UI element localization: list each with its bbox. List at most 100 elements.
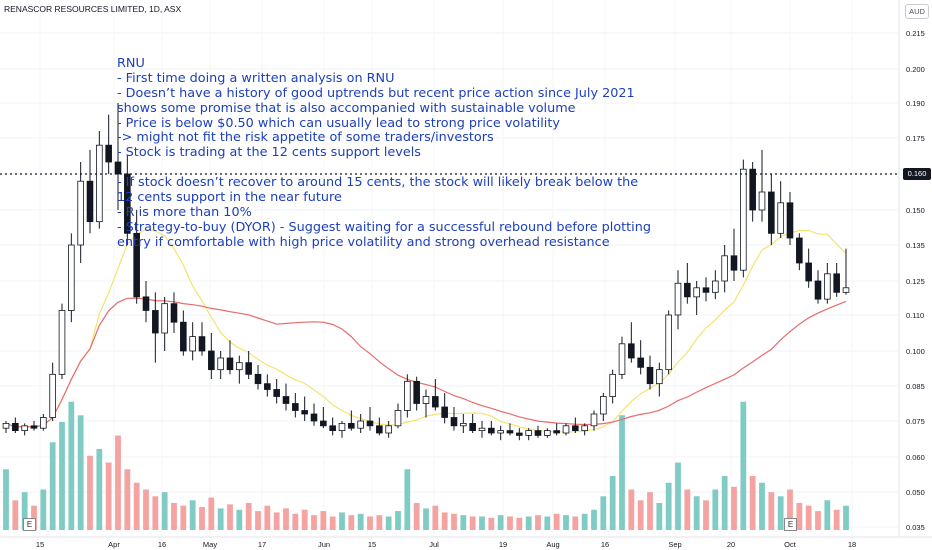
candle bbox=[646, 355, 654, 390]
candle bbox=[544, 428, 551, 438]
candle-body bbox=[646, 366, 654, 385]
candle bbox=[656, 362, 663, 397]
y-tick-label: 0.135 bbox=[906, 241, 925, 250]
candle-body bbox=[245, 362, 252, 375]
y-tick-label: 0.110 bbox=[906, 311, 924, 320]
volume-bar bbox=[329, 516, 336, 530]
volume-bar bbox=[357, 513, 364, 530]
candle-body bbox=[180, 321, 187, 352]
volume-bar bbox=[423, 508, 429, 530]
candle-body bbox=[292, 403, 299, 411]
candle bbox=[740, 159, 747, 278]
candle bbox=[161, 296, 168, 351]
candle bbox=[394, 403, 402, 429]
candle-body bbox=[236, 362, 243, 371]
candle bbox=[581, 423, 588, 436]
y-tick-label: 0.050 bbox=[906, 488, 925, 497]
candle bbox=[525, 428, 532, 441]
candle-body bbox=[842, 287, 850, 293]
volume-bar bbox=[712, 489, 719, 530]
candle-body bbox=[208, 350, 215, 371]
candle bbox=[590, 410, 598, 431]
volume-bar bbox=[749, 476, 756, 530]
candle bbox=[68, 233, 75, 323]
candle bbox=[133, 210, 140, 304]
candle bbox=[320, 407, 327, 429]
volume-bar bbox=[161, 492, 168, 530]
volume-bar bbox=[367, 516, 373, 530]
candle-body bbox=[665, 314, 672, 371]
candle-body bbox=[68, 244, 75, 311]
candle bbox=[152, 292, 159, 363]
candle-body bbox=[329, 425, 336, 431]
x-tick-label: 16 bbox=[158, 540, 166, 549]
candle-body bbox=[152, 310, 159, 334]
y-tick-label: 0.215 bbox=[906, 29, 925, 38]
volume-bar bbox=[619, 415, 625, 530]
volume-bar bbox=[40, 489, 47, 530]
candle-body bbox=[404, 380, 411, 411]
candle bbox=[198, 322, 206, 356]
volume-bar bbox=[31, 505, 37, 530]
candle-body bbox=[30, 425, 38, 429]
candle-body bbox=[478, 427, 486, 432]
candle-body bbox=[796, 237, 803, 264]
volume-bar bbox=[675, 462, 681, 530]
candle bbox=[422, 389, 430, 418]
candle-body bbox=[432, 396, 439, 408]
volume-bar bbox=[647, 492, 653, 530]
currency-badge[interactable]: AUD bbox=[905, 4, 929, 19]
candle bbox=[292, 393, 299, 418]
candle-body bbox=[133, 232, 140, 298]
x-tick-label: Apr bbox=[108, 540, 120, 549]
y-tick-label: 0.175 bbox=[906, 134, 925, 143]
candle-body bbox=[77, 180, 84, 246]
y-tick-label: 0.125 bbox=[906, 277, 925, 286]
volume-bar bbox=[777, 496, 784, 530]
volume-bar bbox=[152, 496, 159, 530]
volume-bar bbox=[59, 422, 65, 530]
volume-bar bbox=[469, 516, 476, 530]
candle bbox=[49, 362, 56, 421]
candle-body bbox=[581, 425, 588, 431]
volume-bar bbox=[731, 486, 737, 530]
candle-body bbox=[273, 389, 280, 397]
candle-body bbox=[301, 410, 308, 415]
candle bbox=[805, 248, 812, 288]
annotation-line: shows some promise that is also accompan… bbox=[117, 100, 576, 116]
x-tick-label: Jul bbox=[429, 540, 439, 549]
volume-bar bbox=[96, 449, 103, 530]
earnings-marker[interactable]: E bbox=[23, 518, 36, 531]
candle-body bbox=[712, 280, 719, 293]
candle-body bbox=[618, 343, 626, 375]
volume-bar bbox=[311, 515, 317, 530]
volume-bar bbox=[479, 516, 485, 530]
volume-bar bbox=[413, 503, 420, 530]
candle-body bbox=[637, 357, 644, 368]
volume-bar bbox=[833, 509, 840, 530]
candle-body bbox=[348, 422, 355, 429]
candle bbox=[665, 310, 672, 375]
volume-bar bbox=[301, 509, 308, 530]
x-tick-label: Sep bbox=[668, 540, 681, 549]
chart-grid bbox=[0, 0, 898, 537]
price-axis[interactable]: 0.2150.2000.1900.1750.1600.1500.1350.125… bbox=[898, 0, 925, 537]
candle bbox=[114, 103, 122, 210]
candle bbox=[310, 403, 318, 426]
volume-bar bbox=[133, 482, 140, 530]
time-axis[interactable]: 15 Apr 16 May 17 Jun 15 Jul 19 Aug 16 Sep 20 Oct 18 bbox=[0, 536, 932, 549]
candle bbox=[86, 150, 94, 234]
volume-bar bbox=[609, 476, 616, 530]
candle-body bbox=[814, 280, 822, 300]
x-tick-label: 15 bbox=[368, 540, 376, 549]
candle-body bbox=[684, 282, 691, 298]
x-tick-label: 15 bbox=[36, 540, 44, 549]
annotation-line: - R is more than 10% bbox=[117, 204, 252, 220]
volume-bar bbox=[77, 415, 84, 530]
y-tick-label: 0.085 bbox=[906, 382, 925, 391]
candle bbox=[30, 421, 38, 431]
earnings-marker[interactable]: E bbox=[784, 518, 797, 531]
x-tick-label: 16 bbox=[601, 540, 609, 549]
annotation-line: - Stock is trading at the 12 cents suppo… bbox=[117, 145, 421, 161]
